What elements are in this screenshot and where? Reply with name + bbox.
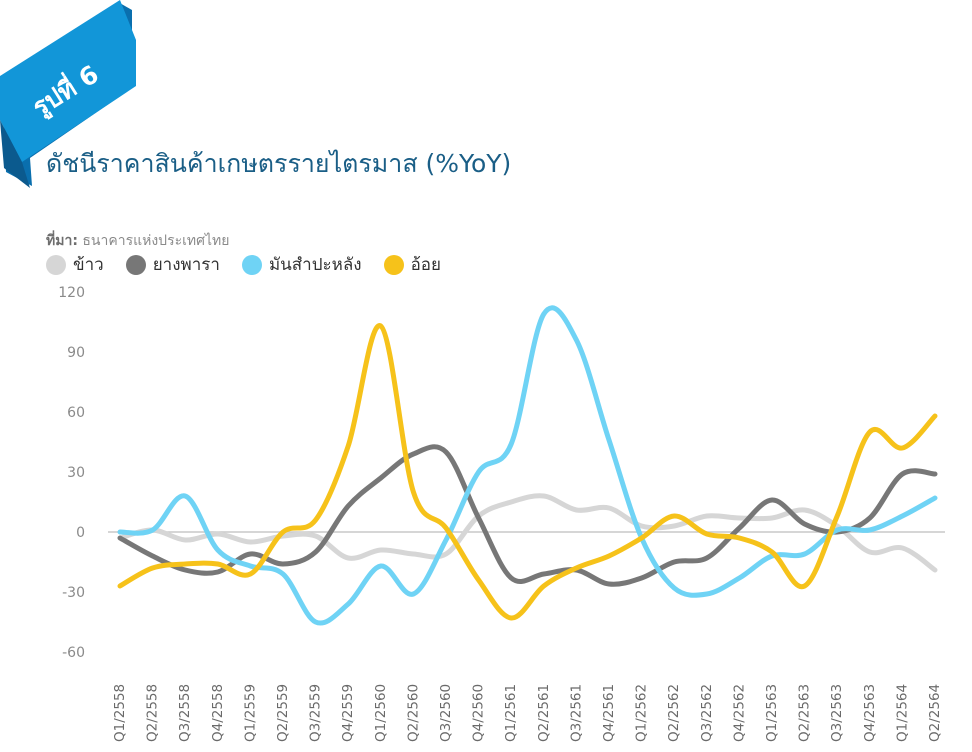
x-tick-label: Q2/2558	[145, 684, 161, 742]
legend-item-rice: ข้าว	[46, 251, 104, 278]
y-tick-label: 0	[76, 525, 85, 541]
page-title: ดัชนีราคาสินค้าเกษตรรายไตรมาส (%YoY)	[46, 149, 512, 178]
x-tick-label: Q3/2558	[177, 684, 193, 742]
x-tick-label: Q1/2561	[503, 684, 519, 742]
x-tick-label: Q3/2562	[699, 684, 715, 742]
source-label: ที่มา:	[46, 233, 78, 249]
y-tick-label: 120	[58, 285, 85, 301]
x-tick-label: Q4/2563	[862, 684, 878, 742]
series-line-rubber	[117, 444, 938, 587]
x-tick-label: Q2/2561	[536, 684, 552, 742]
x-tick-label: Q4/2559	[340, 684, 356, 742]
x-tick-label: Q1/2563	[764, 684, 780, 742]
x-tick-label: Q1/2564	[894, 684, 910, 742]
legend-swatch-rice	[46, 254, 66, 275]
x-tick-label: Q2/2563	[797, 684, 813, 742]
legend-label-rice: ข้าว	[73, 255, 104, 275]
x-tick-label: Q4/2561	[601, 684, 617, 742]
y-tick-label: 60	[67, 405, 85, 421]
y-tick-label: 30	[67, 465, 85, 481]
legend-item-rubber: ยางพารา	[125, 251, 220, 278]
legend-swatch-cassava	[241, 254, 262, 275]
x-tick-label: Q2/2562	[666, 684, 682, 742]
badge-ribbon	[0, 0, 136, 162]
chart-legend: ข้าว ยางพารา มันสำปะหลัง อ้อย	[46, 251, 463, 278]
x-tick-label: Q2/2564	[927, 684, 943, 742]
source-text: ธนาคารแห่งประเทศไทย	[82, 233, 230, 249]
x-tick-label: Q3/2561	[568, 684, 584, 742]
series-line-sugarcane	[117, 323, 938, 621]
y-tick-label: -30	[62, 585, 85, 601]
legend-item-sugarcane: อ้อย	[383, 251, 441, 278]
x-tick-label: Q1/2562	[634, 684, 650, 742]
y-tick-label: -60	[62, 645, 85, 661]
x-tick-label: Q1/2559	[242, 684, 258, 742]
x-tick-label: Q4/2558	[210, 684, 226, 742]
legend-label-rubber: ยางพารา	[152, 255, 220, 275]
figure-badge: รูปที่ 6	[0, 0, 136, 188]
legend-swatch-rubber	[125, 254, 146, 275]
x-tick-label: Q2/2560	[405, 684, 421, 742]
x-tick-label: Q1/2558	[112, 684, 128, 742]
x-tick-label: Q3/2563	[829, 684, 845, 742]
legend-label-sugarcane: อ้อย	[410, 255, 441, 275]
legend-swatch-sugarcane	[383, 254, 404, 275]
x-tick-label: Q4/2562	[731, 684, 747, 742]
x-tick-label: Q2/2559	[275, 684, 291, 742]
x-tick-label: Q1/2560	[373, 684, 389, 742]
x-tick-label: Q3/2559	[308, 684, 324, 742]
x-tick-label: Q3/2560	[438, 684, 454, 742]
x-tick-label: Q4/2560	[471, 684, 487, 742]
legend-item-cassava: มันสำปะหลัง	[241, 251, 362, 278]
source-note: ที่มา: ธนาคารแห่งประเทศไทย	[46, 230, 229, 252]
badge-ribbon-tail	[0, 120, 30, 188]
legend-label-cassava: มันสำปะหลัง	[268, 255, 362, 275]
series-line-rice	[117, 493, 938, 573]
y-tick-label: 90	[67, 345, 85, 361]
